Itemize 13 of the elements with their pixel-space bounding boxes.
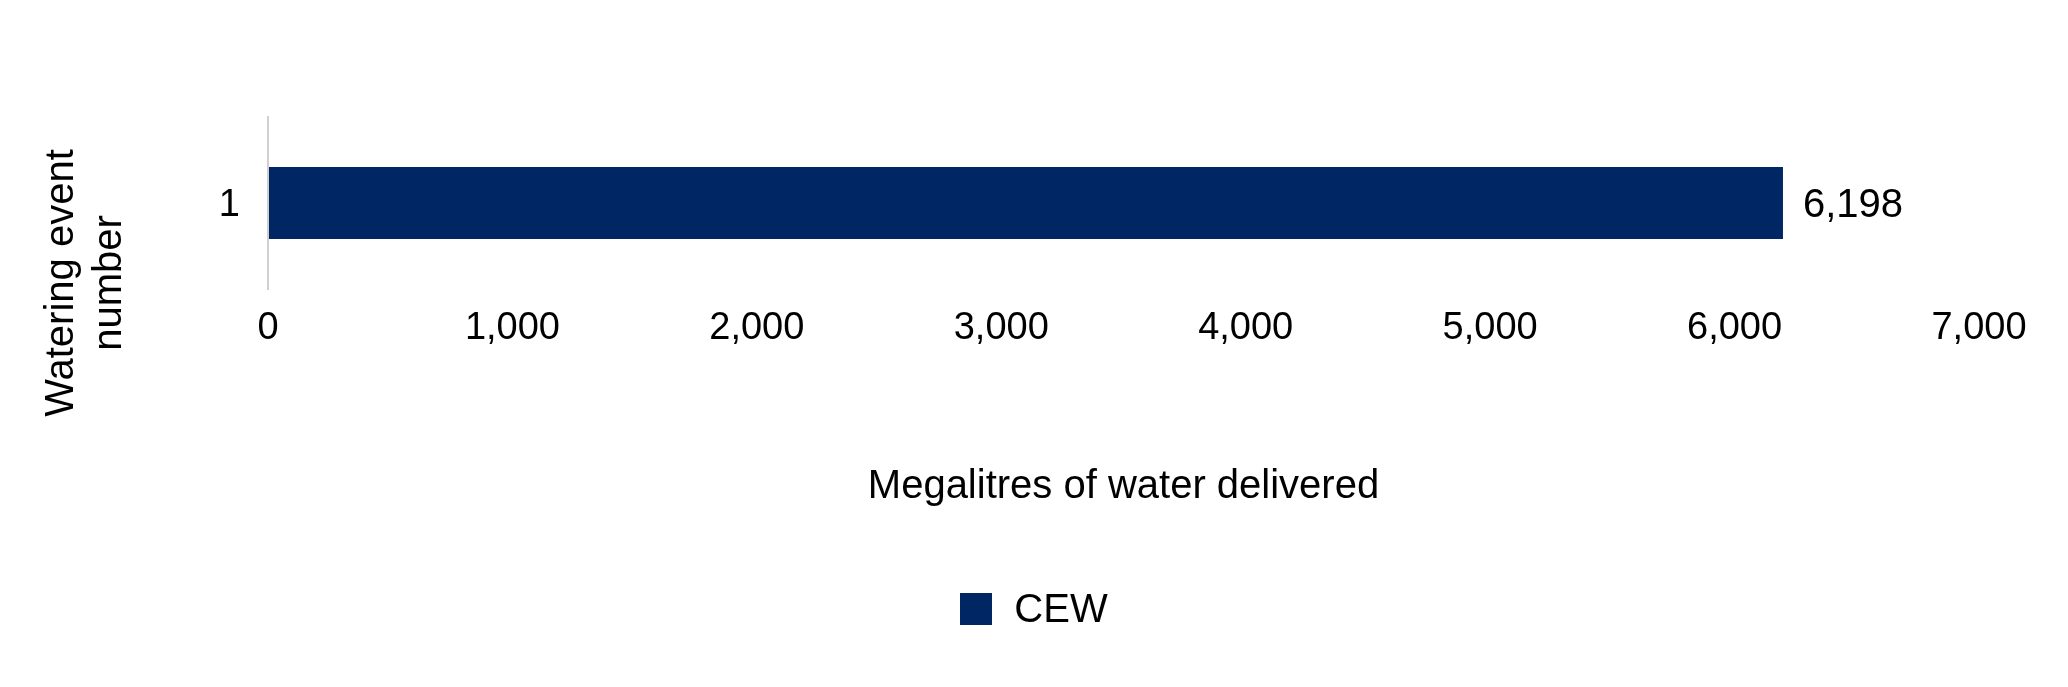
x-axis-title: Megalitres of water delivered [867, 462, 1380, 506]
x-tick-label: 0 [257, 304, 279, 347]
x-tick-label: 3,000 [953, 304, 1049, 347]
y-tick-label: 1 [218, 182, 240, 225]
y-axis-title: Watering event number [36, 148, 130, 419]
x-tick-label: 1,000 [464, 304, 560, 347]
x-tick-label: 2,000 [709, 304, 805, 347]
x-tick-label: 4,000 [1198, 304, 1294, 347]
x-tick-label: 7,000 [1931, 304, 2027, 347]
x-tick-label: 6,000 [1687, 304, 1783, 347]
data-label: 6,198 [1802, 181, 1904, 226]
x-tick-label: 5,000 [1442, 304, 1538, 347]
legend-label: CEW [1014, 586, 1108, 631]
